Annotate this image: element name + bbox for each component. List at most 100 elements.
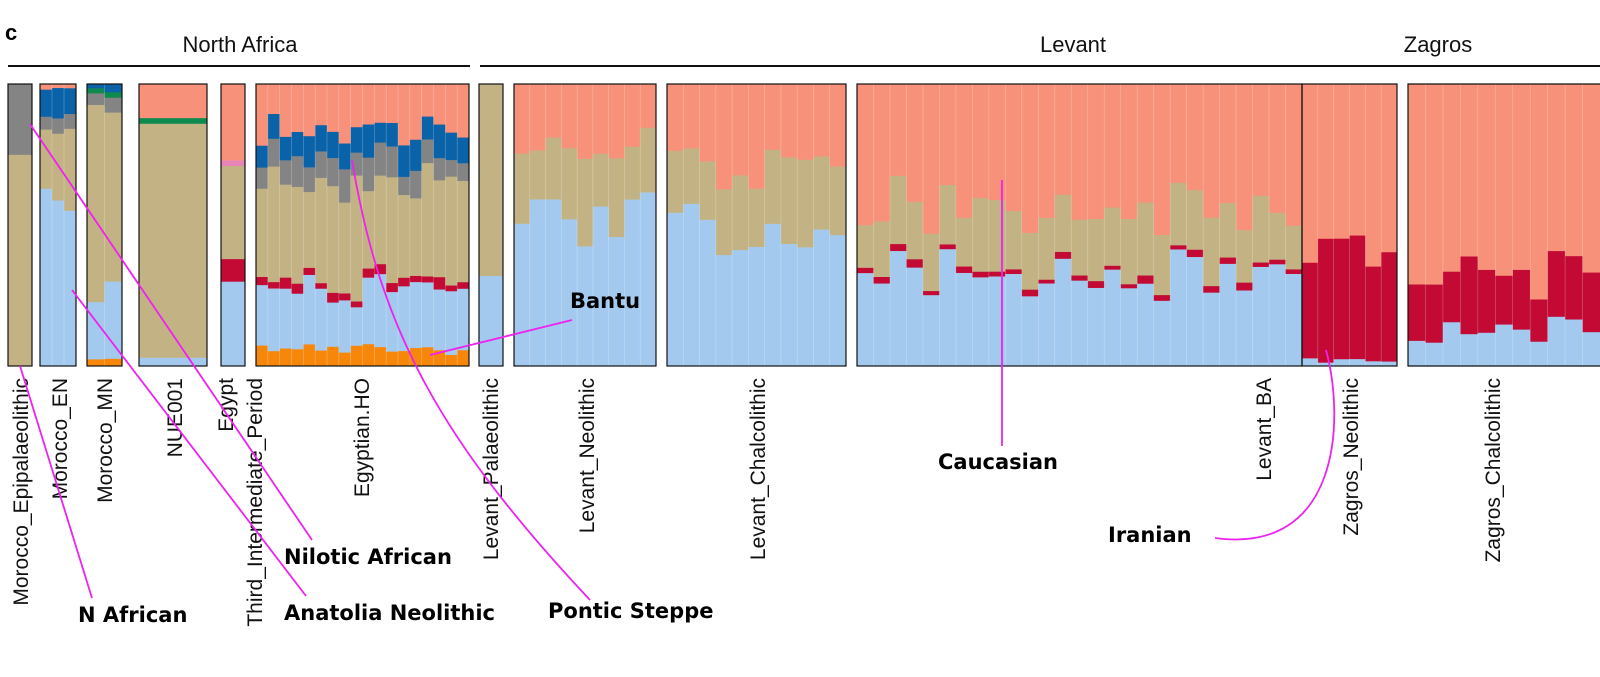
bar-segment-levant	[1408, 340, 1426, 367]
bar-segment-nilotic	[398, 145, 411, 177]
bar-segment-bantu	[457, 349, 470, 367]
bar-segment-nilotic	[40, 89, 53, 117]
bar-segment-iranian	[374, 263, 387, 275]
bar-segment-caucasian	[221, 84, 246, 161]
bar-segment-iranian	[1038, 279, 1056, 284]
bar-segment-caucasian	[699, 84, 717, 162]
bar-segment-nilotic	[87, 84, 105, 89]
bar-segment-iranian	[889, 243, 907, 252]
bar-segment-iranian	[1137, 275, 1154, 284]
bar-segment-caucasian	[683, 84, 700, 149]
bar-segment-anatolia	[409, 198, 422, 276]
bar-segment-caucasian	[40, 84, 53, 90]
bar-segment-caucasian	[1565, 84, 1583, 257]
bar-segment-caucasian	[1425, 84, 1444, 285]
region-label-zagros: Zagros	[1404, 32, 1472, 57]
bar-segment-iranian	[1512, 269, 1531, 330]
group-frame	[138, 83, 208, 367]
connector-bantu	[429, 319, 573, 356]
bar-segment-levant	[545, 199, 562, 367]
bar-segment-levant	[1495, 324, 1514, 367]
bar-segment-nilotic	[64, 88, 77, 115]
bar-segment-n-african	[52, 118, 65, 134]
bar-segment-iranian	[1120, 284, 1138, 289]
bar-segment-anatolia	[1203, 217, 1220, 287]
group-frame	[478, 83, 504, 367]
bar-segment-levant	[279, 288, 292, 349]
bar-segment-nilotic	[445, 132, 458, 161]
bar-segment-levant	[1252, 266, 1270, 367]
bar-segment-green	[104, 91, 123, 98]
bar-segment-caucasian	[561, 84, 578, 149]
bar-segment-levant	[1285, 273, 1303, 367]
bar-segment-levant	[1365, 361, 1382, 367]
bar-segment-anatolia	[398, 194, 411, 278]
bar-segment-n-african	[457, 162, 470, 181]
bar-segment-caucasian	[1442, 84, 1461, 272]
bar-segment-caucasian	[1365, 84, 1382, 267]
bar-segment-caucasian	[1104, 84, 1121, 208]
bar-segment-anatolia	[374, 175, 387, 265]
group-frame	[39, 83, 77, 367]
bar-segment-anatolia	[764, 149, 782, 224]
bar-segment-levant	[873, 283, 891, 367]
annotation-connectors	[19, 123, 1336, 601]
bar-segment-anatolia	[1005, 210, 1023, 270]
bar-segment-anatolia	[1170, 182, 1187, 246]
bar-segment-levant	[780, 243, 798, 367]
bar-segment-caucasian	[1219, 84, 1237, 204]
bar-segment-iranian	[1005, 269, 1023, 275]
bar-segment-levant	[1381, 361, 1398, 367]
bar-segment-levant	[327, 302, 340, 347]
bar-segment-caucasian	[1530, 84, 1548, 300]
bar-segment-iranian	[1071, 275, 1089, 281]
bar-segment-levant	[433, 289, 446, 351]
bar-segment-anatolia	[40, 129, 53, 189]
bar-segment-anatolia	[514, 153, 531, 224]
bar-segment-iranian	[1285, 269, 1303, 274]
bar-segment-n-african	[104, 97, 123, 113]
bar-segment-caucasian	[906, 84, 924, 202]
bar-segment-caucasian	[433, 84, 446, 125]
bar-segment-iranian	[1547, 250, 1566, 317]
bar-segment-levant	[577, 246, 594, 367]
bar-segment-levant	[922, 294, 940, 367]
bar-segment-levant	[445, 290, 458, 355]
bar-segment-caucasian	[457, 84, 470, 138]
bar-segment-iranian	[1170, 245, 1187, 250]
bar-segment-caucasian	[279, 84, 292, 137]
bar-segment-levant	[857, 272, 874, 367]
bar-segment-caucasian	[1071, 84, 1089, 220]
bar-segment-levant	[362, 277, 375, 345]
bar-segment-levant	[1021, 296, 1039, 367]
bar-segment-anatolia	[1153, 234, 1171, 296]
annotation-nilotic-african: Nilotic African	[284, 545, 452, 569]
bar-segment-anatolia	[748, 188, 765, 248]
bar-segment-caucasian	[445, 84, 458, 133]
bar-segment-caucasian	[64, 84, 77, 89]
bar-segment-anatolia	[1038, 217, 1056, 280]
bar-segment-iranian	[421, 276, 434, 283]
bar-segment-bantu	[350, 345, 363, 367]
bar-segment-anatolia	[1120, 218, 1138, 285]
bar-segment-levant	[338, 300, 351, 353]
bar-segment-caucasian	[780, 84, 798, 158]
bar-segment-anatolia	[1269, 212, 1286, 260]
bar-segment-anatolia	[445, 176, 458, 286]
bar-segment-caucasian	[139, 84, 208, 119]
bar-segment-levant	[350, 307, 363, 346]
bar-segment-caucasian	[421, 84, 434, 117]
bar-segment-iranian	[315, 282, 328, 289]
bar-segment-caucasian	[764, 84, 782, 150]
bar-segment-anatolia	[988, 199, 1006, 272]
bar-segment-nilotic	[303, 135, 316, 168]
bar-segment-anatolia	[939, 184, 957, 245]
bar-segment-caucasian	[1381, 84, 1398, 253]
connector-n-african	[19, 365, 93, 599]
bar-segment-iranian	[873, 276, 891, 284]
annotation-pontic-steppe: Pontic Steppe	[548, 599, 713, 623]
bar-segment-caucasian	[338, 84, 351, 144]
bar-segment-iranian	[1333, 238, 1350, 360]
bar-segment-iranian	[1477, 269, 1496, 333]
group-frame	[666, 83, 847, 367]
